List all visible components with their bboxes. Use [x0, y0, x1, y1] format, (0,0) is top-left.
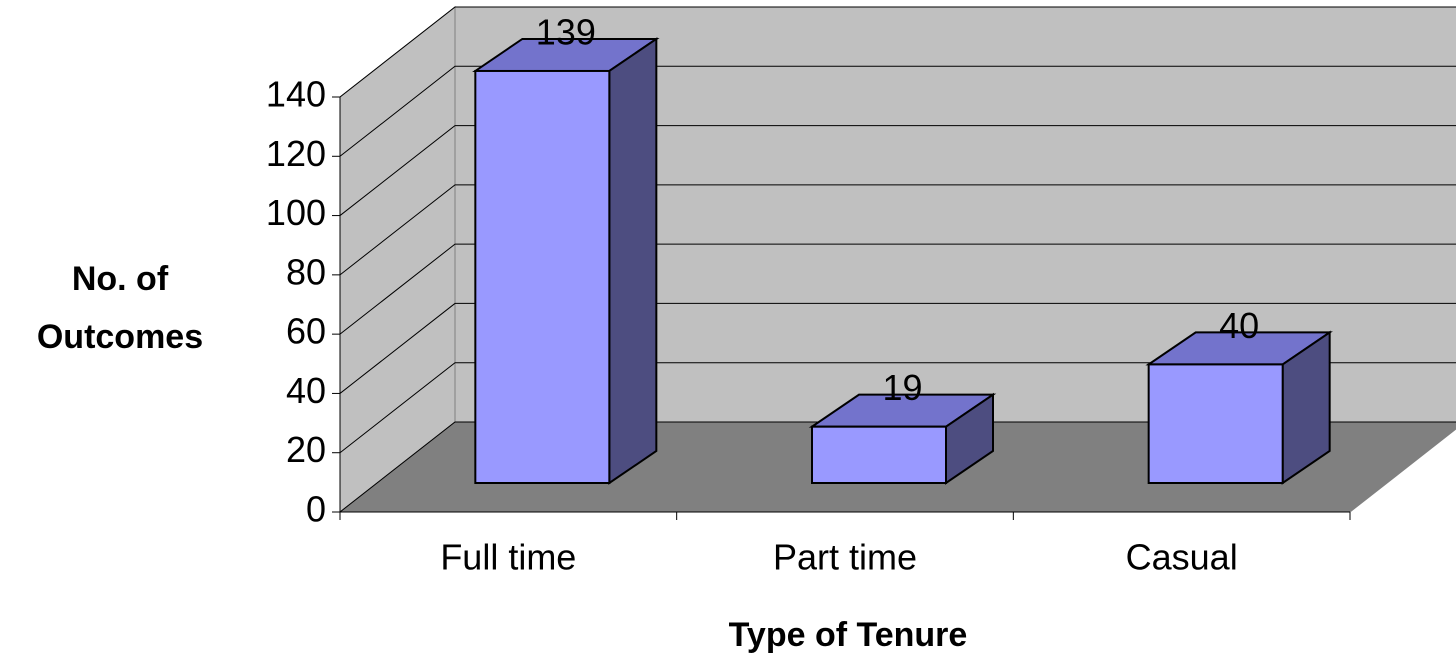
grid-line: [339, 421, 1456, 513]
grid-line: [339, 125, 1456, 216]
y-tick-label: 60: [286, 311, 326, 352]
data-label: 139: [536, 11, 596, 52]
x-tick-label: Part time: [773, 537, 917, 578]
y-tick-label: 0: [306, 489, 326, 530]
y-tick-label: 40: [286, 370, 326, 411]
y-tick-label: 140: [266, 74, 326, 115]
grid-line: [339, 302, 1456, 394]
x-tick-label: Full time: [440, 537, 576, 578]
data-label: 40: [1219, 305, 1259, 346]
y-tick-label: 20: [286, 429, 326, 470]
bar: [1147, 363, 1284, 484]
y-tick-label: 120: [266, 133, 326, 174]
x-tick-label: Casual: [1126, 537, 1238, 578]
grid-line: [339, 65, 1456, 157]
bar-side: [608, 37, 658, 485]
bar: [474, 69, 611, 484]
data-label: 19: [882, 367, 922, 408]
y-tick-label: 100: [266, 192, 326, 233]
x-axis-title: Type of Tenure: [729, 616, 968, 654]
y-axis-title: No. of Outcomes: [36, 260, 204, 356]
grid-line: [339, 362, 1456, 454]
grid-line: [339, 6, 1456, 98]
y-tick-label: 80: [286, 251, 326, 292]
bar: [811, 425, 947, 484]
grid-line: [339, 184, 1456, 276]
grid-line: [339, 243, 1456, 335]
